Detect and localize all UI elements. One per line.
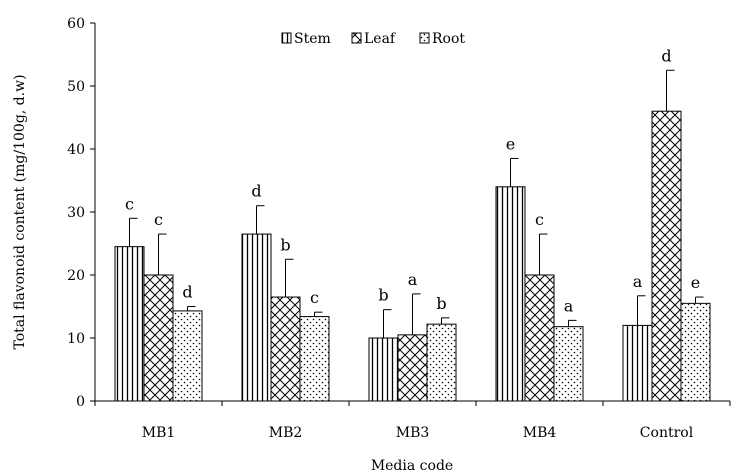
bar-root [172, 310, 203, 402]
bar-stem [241, 233, 272, 402]
x-tick-label: Control [640, 425, 694, 441]
significance-label-leaf: c [535, 210, 544, 229]
significance-label-leaf: c [154, 210, 163, 229]
x-tick-label: MB2 [269, 425, 303, 441]
y-tick-label: 0 [76, 394, 85, 410]
bar-leaf [651, 110, 682, 402]
bar-root [426, 323, 457, 402]
y-axis-title: Total flavonoid content (mg/100g, d.w) [12, 74, 28, 349]
axes: 0 10 20 30 40 50 60 MB1 MB2 MB3 MB4 Control [67, 16, 731, 441]
significance-label-root: c [310, 288, 319, 307]
bar-leaf [524, 274, 555, 402]
significance-label-root: d [182, 283, 192, 302]
bar-stem [622, 324, 653, 402]
significance-label-leaf: a [408, 270, 418, 289]
bar-leaf [270, 296, 301, 402]
significance-label-leaf: d [661, 46, 671, 65]
significance-label-stem: d [251, 182, 261, 201]
significance-label-stem: e [506, 134, 515, 153]
y-tick-label: 10 [67, 331, 85, 347]
bars-group [114, 69, 711, 402]
bar-root [680, 302, 711, 402]
bar-leaf [143, 274, 174, 402]
legend-label-root: Root [432, 31, 465, 47]
x-tick-label: MB1 [142, 425, 176, 441]
bar-root [299, 316, 330, 402]
legend-swatch-leaf [351, 32, 362, 44]
legend-swatch-stem [281, 32, 292, 44]
legend: Stem Leaf Root [281, 31, 465, 47]
bar-stem [495, 186, 526, 402]
significance-label-leaf: b [280, 235, 290, 254]
y-tick-label: 40 [67, 142, 85, 158]
y-tick-label: 60 [67, 16, 85, 32]
legend-swatch-root [419, 32, 430, 44]
bar-leaf [397, 334, 428, 402]
bar-stem [114, 246, 145, 402]
bar-stem [368, 337, 399, 402]
x-tick-label: MB4 [523, 425, 557, 441]
y-tick-label: 20 [67, 268, 85, 284]
y-tick-label: 30 [67, 205, 85, 221]
x-axis-title: Media code [371, 458, 453, 474]
x-tick-label: MB3 [396, 425, 430, 441]
significance-label-root: e [691, 273, 700, 292]
significance-label-stem: c [125, 194, 134, 213]
y-tick-label: 50 [67, 79, 85, 95]
bar-root [553, 326, 584, 402]
significance-label-root: b [436, 294, 446, 313]
legend-label-stem: Stem [294, 31, 331, 47]
legend-label-leaf: Leaf [364, 31, 397, 47]
significance-label-root: a [564, 296, 574, 315]
significance-label-stem: a [633, 272, 643, 291]
significance-label-stem: b [378, 286, 388, 305]
